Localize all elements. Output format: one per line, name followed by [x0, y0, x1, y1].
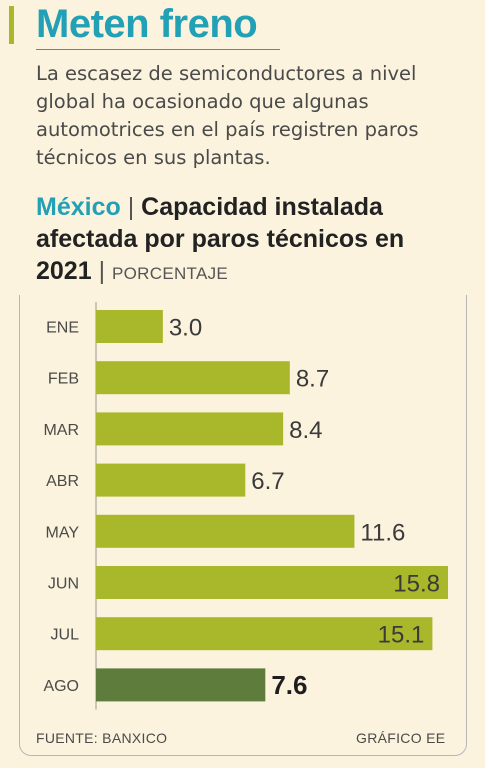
category-label-abr: ABR — [46, 473, 79, 490]
category-label-mar: MAR — [43, 422, 79, 439]
value-label-feb: 8.7 — [296, 366, 329, 393]
footer-credit: GRÁFICO EE — [356, 730, 446, 746]
chart-frame — [19, 295, 467, 756]
category-label-ene: ENE — [46, 320, 79, 337]
footer-source: FUENTE: BANXICO — [36, 730, 168, 746]
bar-feb — [96, 361, 290, 395]
title-underline — [36, 49, 280, 50]
chart-title: México | Capacidad instalada afectada po… — [36, 191, 456, 290]
bar-mar — [96, 412, 284, 446]
bar-ene — [96, 310, 163, 343]
category-label-ago: AGO — [43, 678, 79, 695]
category-label-feb: FEB — [48, 371, 79, 388]
value-label-ene: 3.0 — [169, 315, 202, 342]
value-label-jul: 15.1 — [378, 622, 425, 649]
chart-unit: PORCENTAJE — [112, 264, 229, 283]
bar-may — [96, 514, 355, 548]
title-separator-unit: | — [91, 257, 113, 285]
bar-abr — [96, 463, 246, 497]
value-label-abr: 6.7 — [251, 468, 284, 495]
page-title: Meten freno — [36, 2, 258, 46]
value-label-may: 11.6 — [360, 519, 405, 546]
category-label-may: MAY — [46, 524, 80, 541]
value-label-ago: 7.6 — [271, 670, 307, 700]
title-accent-bar — [9, 6, 14, 44]
title-separator: | — [120, 193, 142, 221]
bar-ago — [96, 668, 266, 702]
bar-jul — [96, 617, 433, 651]
bar-jun — [96, 566, 448, 599]
bars-group: ENE 3.0 FEB 8.7 MAR 8.4 ABR 6.7 MAY 11.6 JUN 15.8 JU… — [43, 310, 448, 702]
intro-text: La escasez de semiconductores a nivel gl… — [36, 62, 419, 169]
category-label-jul: JUL — [51, 627, 80, 644]
value-label-mar: 8.4 — [289, 417, 322, 444]
value-label-jun: 15.8 — [393, 571, 440, 598]
chart-title-country: México — [36, 193, 121, 221]
chart-title-main: Capacidad instalada afectada por paros t… — [36, 193, 405, 285]
category-label-jun: JUN — [48, 576, 79, 593]
